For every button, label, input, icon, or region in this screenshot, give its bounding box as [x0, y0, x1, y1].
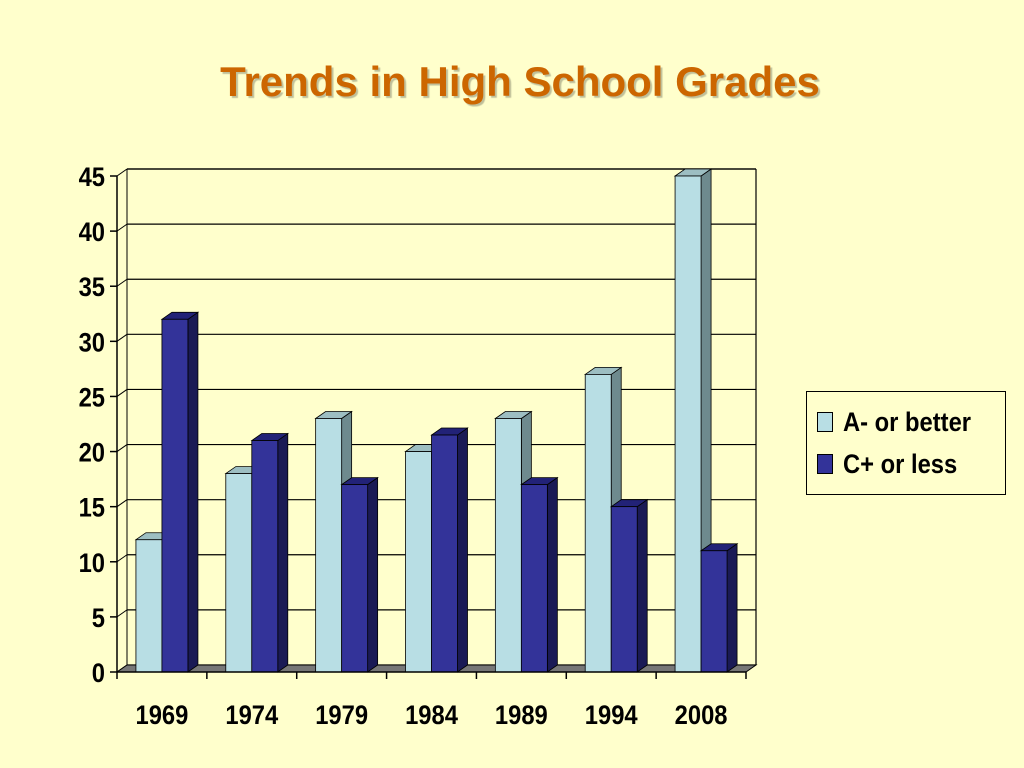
bar-front: [341, 484, 369, 673]
x-tick-label-1979: 1979: [315, 701, 368, 731]
y-tick-label: 25: [79, 383, 105, 413]
bar-front: [161, 318, 189, 673]
bar-front: [494, 418, 522, 673]
x-tick-label-2008: 2008: [675, 701, 728, 731]
bar-c-or-less-1974: [250, 432, 290, 673]
x-tick-label-1984: 1984: [405, 701, 458, 731]
bar-front: [674, 175, 702, 673]
gridline-side: [116, 278, 128, 287]
bar-side: [726, 542, 738, 673]
y-tick-label: 40: [79, 218, 105, 248]
bar-c-or-less-1979: [340, 476, 379, 673]
chart-title: Trends in High School Grades: [220, 58, 820, 105]
bar-side: [367, 476, 379, 673]
bar-front: [520, 484, 548, 673]
gridline-side: [116, 168, 128, 177]
bar-side: [636, 498, 648, 673]
y-tick-label: 45: [79, 163, 105, 193]
bar-c-or-less-1969: [160, 311, 200, 673]
bar-front: [315, 418, 343, 673]
legend-swatch-c-or-less: [817, 454, 833, 474]
bar-c-or-less-1984: [430, 427, 469, 673]
y-tick-label: 20: [79, 438, 105, 468]
bar-front: [225, 473, 253, 673]
bar-front: [584, 373, 612, 673]
bar-side: [546, 476, 558, 673]
legend: A- or better C+ or less: [806, 391, 1006, 495]
bar-c-or-less-2008: [699, 542, 739, 673]
x-tick-label-1989: 1989: [495, 701, 548, 731]
x-tick-label-1994: 1994: [585, 701, 638, 731]
x-tick-label-1969: 1969: [136, 701, 189, 731]
y-tick-label: 35: [79, 273, 105, 303]
x-tick-labels: 1969 1974 1979 1984 1989 1994 2008: [136, 701, 728, 731]
bar-front: [431, 434, 458, 673]
legend-label-c-or-less: C+ or less: [843, 448, 958, 479]
gridline-side: [116, 609, 128, 618]
gridline-side: [116, 389, 128, 397]
gridline-side: [116, 333, 128, 342]
bar-front: [251, 440, 279, 673]
y-tick-label: 0: [92, 659, 105, 689]
y-tick-labels: 0 5 10 15 20 25 30 35 40 45: [79, 163, 105, 689]
x-tick-label-1974: 1974: [225, 701, 278, 731]
gridline-side: [116, 444, 128, 452]
legend-item-c-or-less: C+ or less: [817, 449, 973, 479]
legend-swatch-a-or-better: [817, 412, 833, 432]
bar-front: [135, 539, 163, 673]
gridline-side: [116, 499, 128, 508]
bar-c-or-less-1989: [520, 476, 559, 673]
bar-side: [277, 432, 289, 673]
gridline-side: [116, 223, 128, 232]
legend-label-a-or-better: A- or better: [843, 406, 972, 437]
bar-c-or-less-1994: [609, 498, 649, 673]
y-tick-label: 15: [79, 493, 105, 523]
bars: [134, 168, 739, 673]
y-tick-label: 5: [92, 604, 105, 634]
axes: [110, 169, 747, 679]
y-tick-label: 10: [79, 548, 105, 578]
bar-side: [187, 311, 199, 673]
bar-front: [610, 506, 638, 673]
gridline-side: [116, 554, 128, 563]
bar-front: [700, 550, 728, 673]
bar-front: [405, 451, 432, 673]
legend-item-a-or-better: A- or better: [817, 407, 989, 437]
bar-side: [457, 427, 468, 673]
y-tick-label: 30: [79, 328, 105, 358]
